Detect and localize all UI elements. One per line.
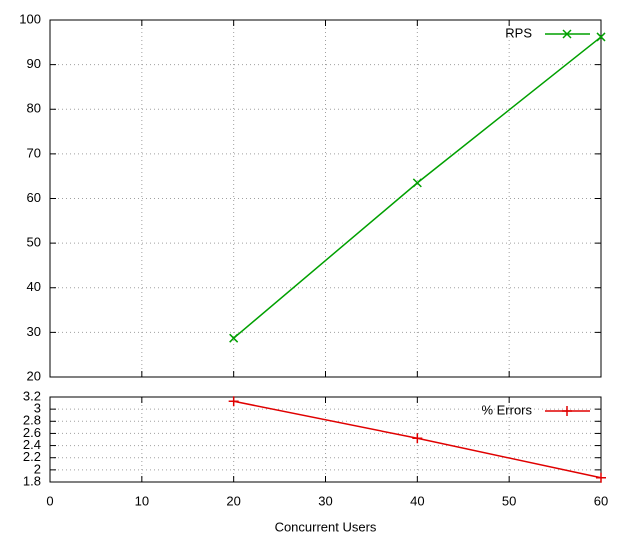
legend-label: % Errors [481, 402, 532, 417]
x-tick-label: 40 [410, 493, 424, 508]
data-point [412, 178, 422, 188]
y-tick-label: 3.2 [23, 388, 41, 403]
y-tick-label: 50 [27, 235, 41, 250]
y-tick-label: 1.8 [23, 473, 41, 488]
x-tick-label: 20 [226, 493, 240, 508]
x-tick-label: 10 [135, 493, 149, 508]
y-tick-label: 2.2 [23, 449, 41, 464]
y-tick-label: 20 [27, 368, 41, 383]
data-point [228, 396, 239, 407]
y-tick-label: 40 [27, 279, 41, 294]
x-tick-label: 50 [502, 493, 516, 508]
y-tick-label: 3 [34, 401, 41, 416]
y-tick-label: 2 [34, 461, 41, 476]
data-point [412, 433, 423, 444]
y-tick-label: 2.8 [23, 413, 41, 428]
legend-marker [562, 406, 572, 416]
y-tick-label: 80 [27, 101, 41, 116]
data-point [596, 472, 606, 483]
y-tick-label: 100 [19, 11, 41, 26]
legend-label: RPS [505, 25, 532, 40]
y-tick-label: 2.6 [23, 425, 41, 440]
y-tick-label: 90 [27, 56, 41, 71]
y-tick-label: 30 [27, 324, 41, 339]
y-tick-label: 70 [27, 145, 41, 160]
y-tick-label: 2.4 [23, 437, 41, 452]
plot-frame [49, 19, 602, 378]
legend-marker [562, 29, 572, 39]
x-axis-label: Concurrent Users [275, 519, 377, 534]
plot-frame [49, 396, 602, 483]
data-point [229, 333, 239, 343]
data-point [596, 32, 606, 42]
x-tick-label: 60 [594, 493, 608, 508]
x-tick-label: 30 [318, 493, 332, 508]
x-tick-label: 0 [46, 493, 53, 508]
y-tick-label: 60 [27, 190, 41, 205]
